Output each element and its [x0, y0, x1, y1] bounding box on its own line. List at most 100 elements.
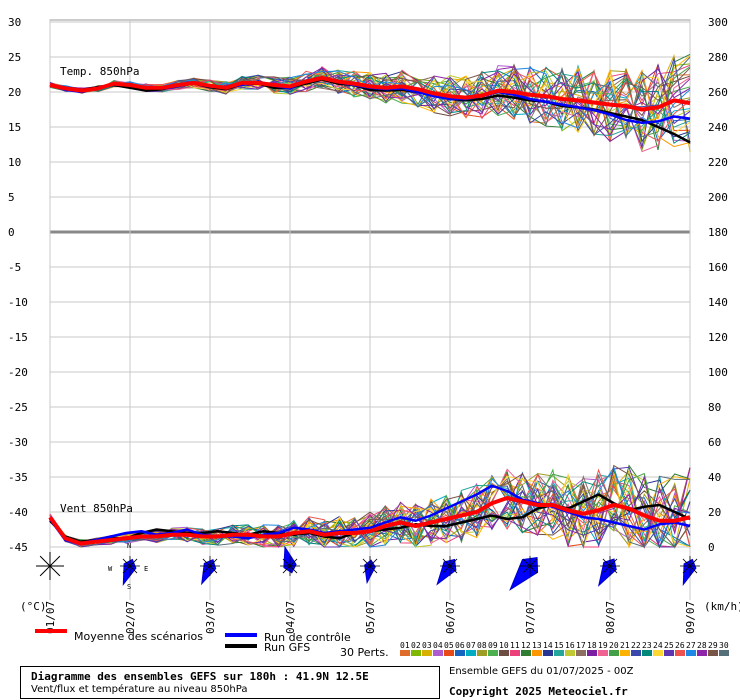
x-tick: 08/07 [604, 601, 617, 634]
y-right-tick: 60 [708, 436, 721, 449]
pert-number: 15 [554, 641, 564, 650]
pert-number: 29 [708, 641, 718, 650]
pert-swatch [576, 650, 586, 656]
pert-swatch [466, 650, 476, 656]
y-right-tick: 200 [708, 191, 728, 204]
chart-subtitle: Vent/flux et température au niveau 850hP… [31, 684, 248, 695]
pert-number: 08 [477, 641, 487, 650]
pert-number: 25 [664, 641, 674, 650]
pert-temp-line [49, 64, 691, 149]
pert-number: 01 [400, 641, 410, 650]
y-right-tick: 40 [708, 471, 721, 484]
pert-swatch [477, 650, 487, 656]
copyright: Copyright 2025 Meteociel.fr [449, 685, 628, 698]
pert-swatch [587, 650, 597, 656]
pert-swatch [620, 650, 630, 656]
legend-gfs-swatch [225, 644, 257, 648]
wind-rose [120, 556, 140, 586]
y-right-tick: 100 [708, 366, 728, 379]
y-right-tick: 300 [708, 16, 728, 29]
wind-rose [509, 556, 540, 591]
pert-number: 30 [719, 641, 729, 650]
pert-number: 13 [532, 641, 542, 650]
compass-letter: E [144, 565, 148, 573]
x-tick: 06/07 [444, 601, 457, 634]
y-left-tick: 20 [8, 86, 21, 99]
pert-number: 20 [609, 641, 619, 650]
pert-swatch [411, 650, 421, 656]
pert-number: 02 [411, 641, 421, 650]
pert-swatch [686, 650, 696, 656]
pert-swatch [609, 650, 619, 656]
compass-letter: N [127, 542, 131, 550]
compass-letter: W [108, 565, 113, 573]
wind-rose [36, 552, 64, 580]
x-tick: 01/07 [44, 601, 57, 634]
temp-panel-label: Temp. 850hPa [60, 65, 139, 78]
y-right-tick: 120 [708, 331, 728, 344]
pert-swatch [433, 650, 443, 656]
wind-rose [436, 556, 460, 586]
y-left-tick: -35 [8, 471, 28, 484]
legend-mean-swatch [35, 629, 67, 633]
pert-number: 09 [488, 641, 498, 650]
y-left-tick: 15 [8, 121, 21, 134]
pert-number: 11 [510, 641, 520, 650]
x-tick: 09/07 [684, 601, 697, 634]
y-left-tick: -45 [8, 541, 28, 554]
pert-number: 14 [543, 641, 553, 650]
pert-number: 05 [444, 641, 454, 650]
pert-number: 16 [565, 641, 575, 650]
pert-swatch [565, 650, 575, 656]
y-right-tick: 280 [708, 51, 728, 64]
y-right-tick: 20 [708, 506, 721, 519]
pert-number: 06 [455, 641, 465, 650]
main-series [48, 76, 691, 546]
y-left-tick: 10 [8, 156, 21, 169]
y-right-tick: 160 [708, 261, 728, 274]
y-left-tick: -15 [8, 331, 28, 344]
pert-wind-line [49, 472, 691, 549]
wind-rose [360, 556, 380, 585]
legend-control-swatch [225, 633, 257, 637]
pert-swatch [510, 650, 520, 656]
pert-swatch [675, 650, 685, 656]
legend-control-label: Run de contrôle [264, 631, 351, 644]
y-right-tick: 220 [708, 156, 728, 169]
y-right-tick: 180 [708, 226, 728, 239]
pert-swatch [455, 650, 465, 656]
wind-panel-label: Vent 850hPa [60, 502, 133, 515]
pert-wind-line [49, 474, 691, 549]
x-tick: 05/07 [364, 601, 377, 634]
pert-number: 18 [587, 641, 597, 650]
y-left-tick: -25 [8, 401, 28, 414]
y-left-tick: 30 [8, 16, 21, 29]
pert-swatch [708, 650, 718, 656]
pert-swatch [719, 650, 729, 656]
wind-roses: N W E S [36, 542, 700, 591]
y-left-tick: 5 [8, 191, 15, 204]
y-right-tick: 260 [708, 86, 728, 99]
pert-number: 27 [686, 641, 696, 650]
pert-wind-line [49, 473, 691, 548]
x-tick: 04/07 [284, 601, 297, 634]
pert-number: 26 [675, 641, 685, 650]
pert-swatch [697, 650, 707, 656]
pert-wind-line [49, 468, 691, 548]
run-info: Ensemble GEFS du 01/07/2025 - 00Z [449, 666, 634, 677]
y-right-unit: (km/h) [704, 600, 740, 613]
pert-swatch [444, 650, 454, 656]
y-right-tick: 140 [708, 296, 728, 309]
x-tick: 02/07 [124, 601, 137, 634]
wind-rose [200, 556, 220, 586]
pert-swatch [642, 650, 652, 656]
pert-swatch [499, 650, 509, 656]
y-right-tick: 0 [708, 541, 715, 554]
pert-number: 21 [620, 641, 630, 650]
pert-swatch [400, 650, 410, 656]
y-left-tick: -20 [8, 366, 28, 379]
wind-rose [597, 556, 620, 587]
pert-number: 23 [642, 641, 652, 650]
y-left-tick: 25 [8, 51, 21, 64]
pert-number: 07 [466, 641, 476, 650]
